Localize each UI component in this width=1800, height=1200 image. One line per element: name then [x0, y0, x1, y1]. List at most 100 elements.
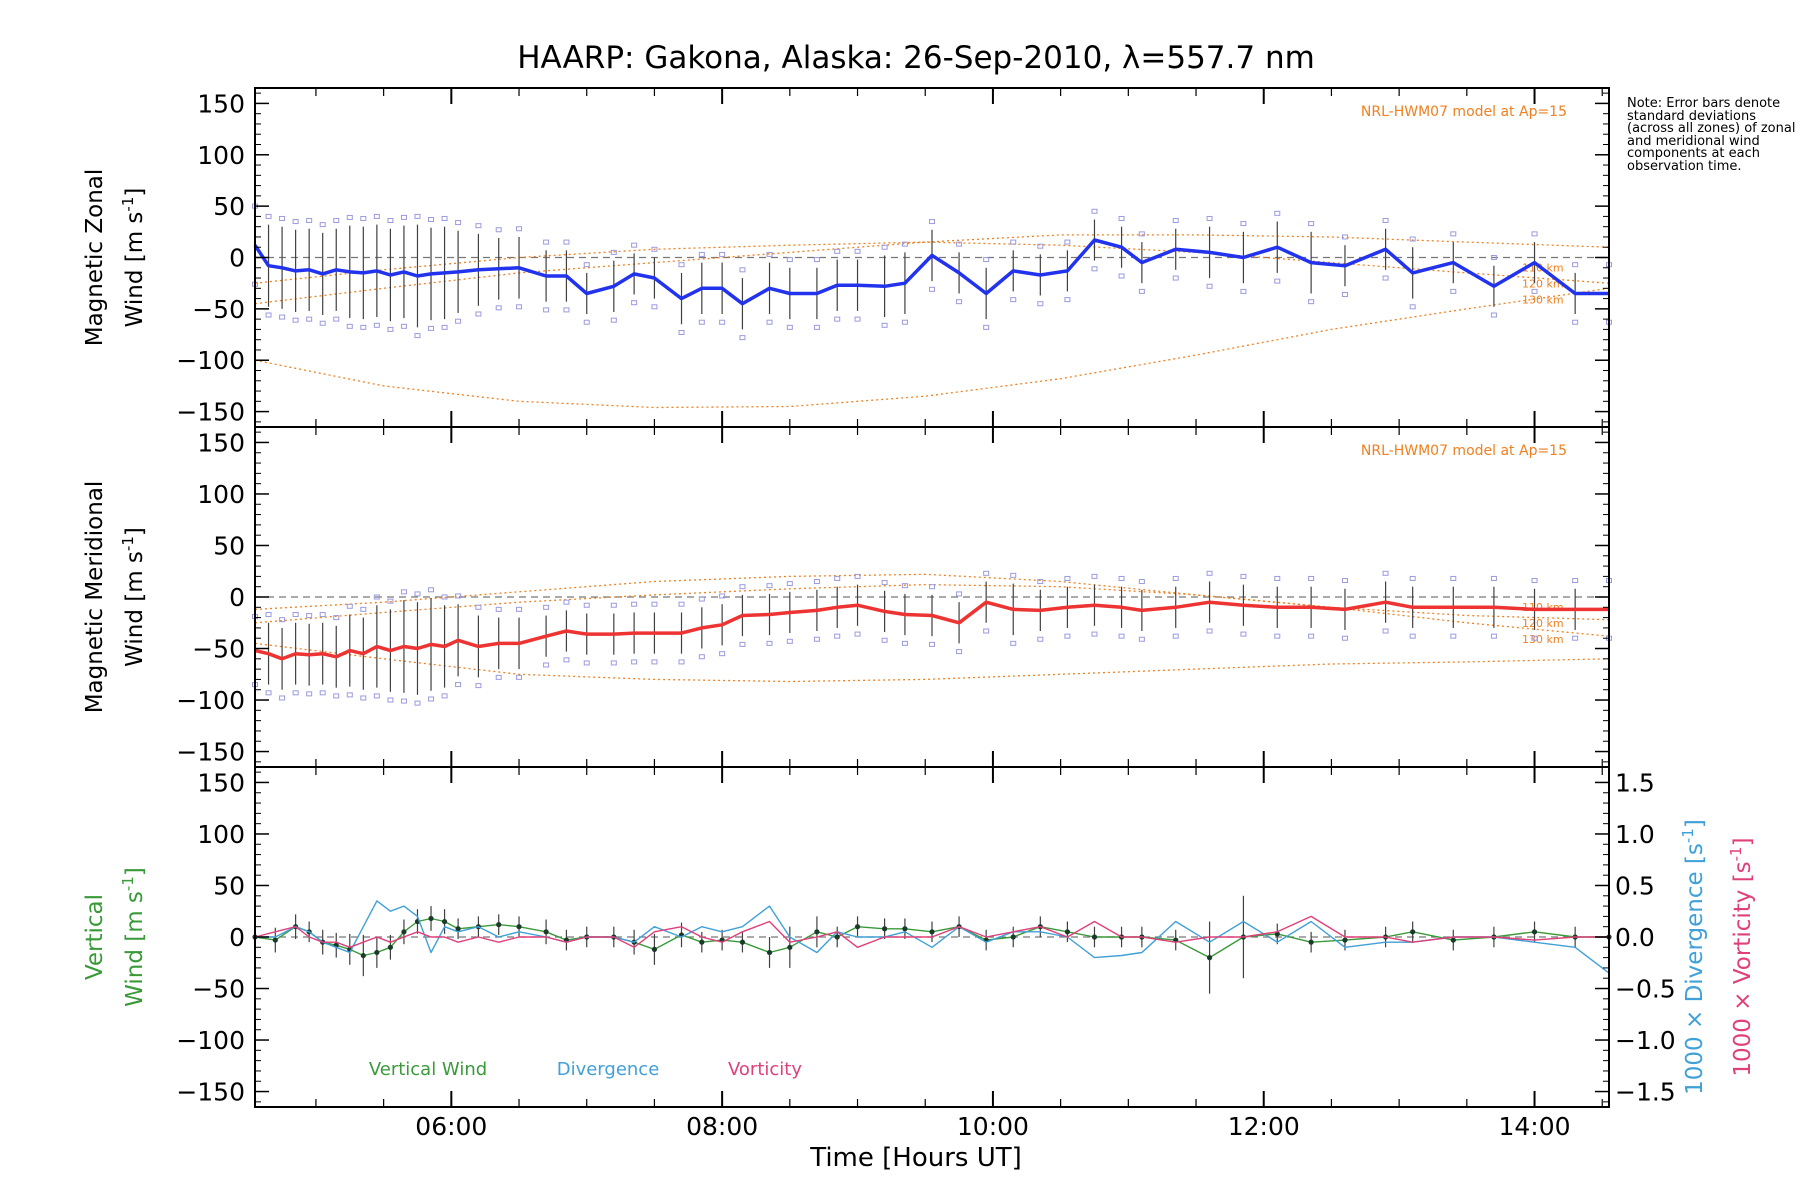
x-tick-label: 08:00: [686, 1112, 758, 1141]
data-point: [428, 915, 434, 922]
y-axis-label-line1: Vertical: [82, 894, 108, 980]
zone-marker: [1206, 283, 1213, 289]
zone-marker: [543, 662, 550, 668]
y-axis-label-line2: Wind [m s-1]: [119, 188, 148, 328]
zone-marker: [265, 213, 272, 219]
right-axis-label-end: ]: [1730, 837, 1756, 846]
zone-marker: [786, 581, 793, 587]
model-altitude-label: 130 km: [1522, 294, 1564, 307]
zone-marker: [495, 227, 502, 233]
zone-marker: [428, 587, 435, 593]
zone-marker: [739, 335, 746, 341]
zone-marker: [1138, 579, 1145, 585]
y-axis-label-superscript: -1: [119, 876, 137, 891]
zone-marker: [583, 660, 590, 666]
zone-marker: [387, 218, 394, 224]
data-point: [1531, 929, 1538, 935]
zone-marker: [1308, 299, 1315, 305]
y-axis-label-text: Wind [m s-1]: [119, 527, 148, 667]
zone-marker: [1138, 636, 1145, 642]
data-point: [739, 939, 746, 945]
zone-marker: [1091, 208, 1098, 214]
zone-marker: [1274, 210, 1281, 216]
zone-marker: [1118, 273, 1125, 279]
legend-entry: Vorticity: [728, 1059, 802, 1080]
y-tick-label: −50: [192, 635, 245, 664]
zone-marker: [1382, 275, 1389, 281]
zone-marker: [400, 214, 407, 220]
zone-marker: [333, 218, 340, 224]
y-tick-label: −50: [192, 295, 245, 324]
model-altitude-label: 120 km: [1522, 278, 1564, 291]
zone-marker: [1409, 633, 1416, 639]
zone-marker: [719, 251, 726, 257]
zone-marker: [678, 601, 685, 607]
zone-marker: [1382, 628, 1389, 634]
data-point: [1410, 929, 1416, 935]
zone-marker: [929, 219, 935, 225]
zone-marker: [854, 573, 861, 579]
zone-marker: [631, 300, 638, 306]
zone-marker: [1240, 221, 1247, 227]
zone-marker: [516, 304, 523, 310]
zone-marker: [360, 324, 367, 330]
legend-entry: Divergence: [557, 1059, 660, 1080]
zone-marker: [333, 615, 340, 621]
zone-marker: [766, 640, 773, 646]
zone-marker: [719, 651, 726, 657]
zone-marker: [1490, 255, 1497, 260]
zone-marker: [1382, 570, 1389, 576]
y-tick-label: 0: [229, 583, 245, 612]
zone-marker: [929, 584, 935, 590]
zone-marker: [563, 657, 570, 663]
right-y-tick-label: −1.5: [1615, 1078, 1676, 1107]
zone-marker: [441, 693, 448, 699]
zone-marker: [414, 591, 421, 597]
model-curve: [254, 642, 1610, 683]
zone-marker: [516, 226, 523, 232]
zone-marker: [387, 697, 394, 703]
zone-marker: [265, 612, 272, 618]
zone-marker: [428, 216, 435, 222]
zone-marker: [475, 311, 482, 317]
zone-marker: [631, 601, 638, 607]
zone-marker: [1450, 633, 1457, 639]
zone-marker: [400, 698, 407, 704]
zone-marker: [1091, 266, 1098, 272]
zone-marker: [901, 640, 908, 646]
y-axis-label-main: Wind [m s: [122, 551, 148, 667]
y-tick-label: 50: [213, 871, 245, 900]
x-tick-label: 14:00: [1499, 1112, 1571, 1141]
zone-marker: [1308, 221, 1315, 227]
right-axis-label-end: ]: [1682, 819, 1708, 828]
zone-marker: [834, 316, 841, 322]
zone-marker: [956, 649, 963, 655]
zone-marker: [651, 601, 658, 607]
zone-marker: [279, 314, 286, 320]
zone-marker: [983, 570, 990, 576]
zone-marker: [563, 307, 570, 313]
y-tick-label: 50: [213, 192, 245, 221]
zone-marker: [1206, 215, 1213, 221]
zone-marker: [1010, 640, 1017, 646]
zone-marker: [739, 641, 746, 647]
zone-marker: [1240, 573, 1247, 579]
zone-marker: [346, 323, 353, 329]
zone-marker: [901, 241, 908, 247]
zone-marker: [1531, 635, 1538, 641]
zone-marker: [346, 603, 353, 609]
model-curve: [254, 583, 1610, 637]
data-point: [787, 944, 793, 950]
zone-marker: [1450, 288, 1457, 294]
zone-marker: [346, 214, 353, 220]
zone-marker: [739, 267, 746, 273]
zone-marker: [1206, 570, 1213, 576]
zone-marker: [834, 633, 841, 639]
y-tick-label: 150: [197, 428, 245, 457]
zone-marker: [373, 322, 380, 328]
data-point: [374, 949, 380, 956]
right-y-tick-label: 1.0: [1615, 820, 1655, 849]
x-axis-label: Time [Hours UT]: [809, 1143, 1022, 1173]
error-bar-note: Note: Error bars denote standard deviati…: [1627, 96, 1796, 174]
zone-marker: [583, 319, 590, 325]
